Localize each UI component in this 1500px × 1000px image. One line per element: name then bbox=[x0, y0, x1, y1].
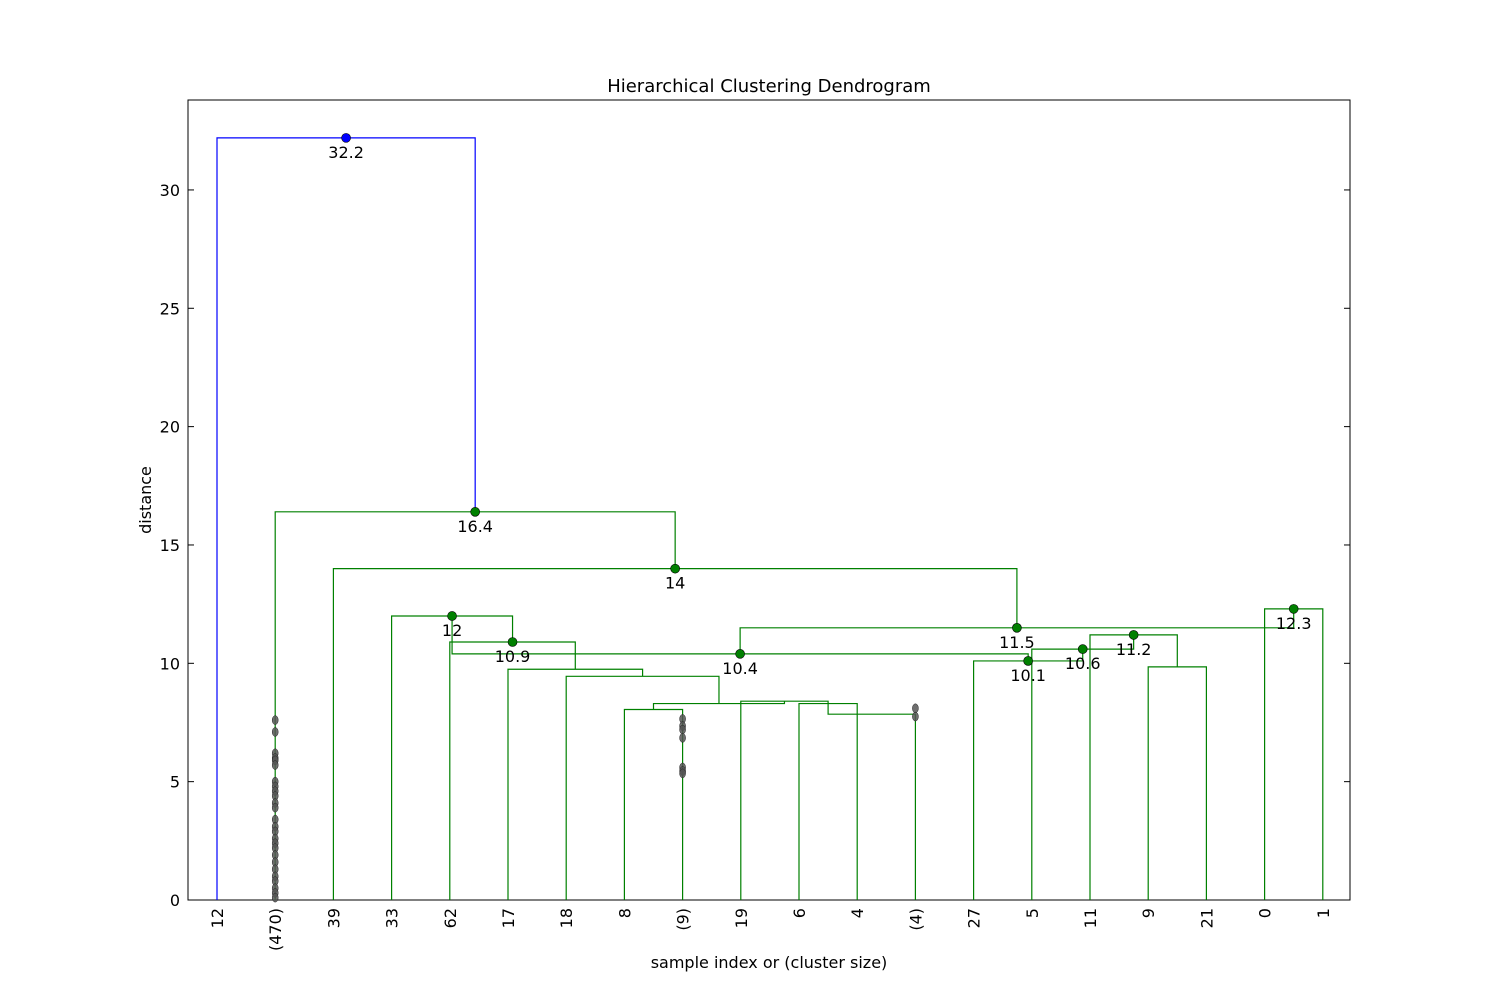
merge-distance-label: 10.9 bbox=[495, 647, 531, 666]
x-leaf-label: 11 bbox=[1081, 908, 1100, 928]
truncated-sample-marker bbox=[679, 724, 686, 735]
plot-frame bbox=[187, 99, 1351, 901]
dendrogram-link bbox=[973, 649, 1084, 900]
x-leaf-label: 9 bbox=[1139, 908, 1158, 918]
merge-distance-label: 16.4 bbox=[457, 517, 493, 536]
dendrogram-link bbox=[216, 137, 476, 900]
dendrogram-link bbox=[449, 641, 576, 900]
merge-node-marker bbox=[1288, 604, 1299, 614]
merge-node-marker bbox=[735, 649, 745, 659]
y-tick-label: 15 bbox=[160, 536, 180, 555]
x-leaf-label: 8 bbox=[615, 908, 634, 918]
merge-distance-label: 10.4 bbox=[722, 659, 758, 678]
x-leaf-label: 1 bbox=[1314, 908, 1333, 918]
truncated-sample-marker bbox=[271, 802, 279, 813]
merge-node-marker bbox=[507, 637, 518, 647]
merge-distance-label: 10.1 bbox=[1010, 666, 1046, 685]
merge-distance-label: 10.6 bbox=[1065, 654, 1101, 673]
merge-distance-label: 12 bbox=[442, 621, 462, 640]
merge-distance-label: 11.2 bbox=[1116, 640, 1152, 659]
truncated-sample-marker bbox=[679, 733, 686, 743]
node-markers-layer: 10.9 12 11.2 10.6 10.1 10.4 12.3 11.5 14 16.4 32.2 bbox=[328, 133, 1312, 685]
truncated-sample-marker bbox=[271, 892, 279, 903]
x-leaf-label: 0 bbox=[1256, 908, 1275, 918]
truncated-sample-marker bbox=[271, 760, 279, 770]
x-leaf-label: 27 bbox=[965, 908, 984, 928]
chart-title: Hierarchical Clustering Dendrogram bbox=[607, 76, 931, 97]
links-layer bbox=[216, 137, 1324, 900]
x-leaf-label: 6 bbox=[790, 908, 809, 918]
truncated-sample-marker bbox=[271, 727, 279, 737]
y-axis-label: distance bbox=[136, 466, 155, 534]
x-leaf-label: 18 bbox=[557, 908, 576, 928]
merge-distance-label: 14 bbox=[665, 574, 685, 593]
y-tick-label: 25 bbox=[160, 299, 180, 318]
x-leaf-label: (470) bbox=[266, 908, 285, 951]
dendrogram-link bbox=[798, 702, 858, 900]
dendrogram-link bbox=[623, 708, 684, 900]
dendrogram-link bbox=[507, 668, 644, 900]
merge-node-marker bbox=[1128, 630, 1139, 640]
truncated-points-layer bbox=[271, 703, 919, 903]
y-tick-label: 0 bbox=[170, 891, 180, 910]
dendrogram-link bbox=[1089, 634, 1178, 900]
x-leaf-label: 21 bbox=[1197, 908, 1216, 928]
dendrogram-link bbox=[1147, 666, 1207, 900]
x-leaf-label: 5 bbox=[1023, 908, 1042, 918]
dendrogram-link bbox=[740, 700, 829, 900]
dendrogram-link bbox=[1031, 634, 1135, 900]
x-axis: 12 (470) 39 33 62 17 18 8 (9) 19 6 4 (4) 27 5 11 9 21 0 1 bbox=[208, 908, 1333, 951]
merge-node-marker bbox=[470, 507, 480, 517]
truncated-sample-marker bbox=[912, 711, 919, 722]
x-leaf-label: 17 bbox=[499, 908, 518, 928]
x-leaf-label: (9) bbox=[674, 908, 693, 931]
dendrogram-link bbox=[827, 703, 916, 900]
merge-distance-label: 32.2 bbox=[328, 143, 364, 162]
y-tick-label: 20 bbox=[160, 418, 180, 437]
x-leaf-label: (4) bbox=[906, 908, 925, 931]
y-tick-label: 5 bbox=[170, 773, 180, 792]
dendrogram-link bbox=[274, 511, 676, 900]
y-tick-label: 10 bbox=[160, 654, 180, 673]
truncated-sample-marker bbox=[271, 715, 279, 725]
x-leaf-label: 19 bbox=[732, 908, 751, 928]
merge-node-marker bbox=[341, 133, 351, 143]
merge-node-marker bbox=[1012, 623, 1022, 633]
y-axis: 0 5 10 15 20 25 30 bbox=[160, 181, 1350, 910]
x-axis-label: sample index or (cluster size) bbox=[651, 953, 888, 972]
x-leaf-label: 62 bbox=[441, 908, 460, 928]
merge-node-marker bbox=[670, 563, 680, 574]
dendrogram-link bbox=[1264, 608, 1324, 900]
x-leaf-label: 4 bbox=[848, 908, 867, 918]
x-leaf-label: 12 bbox=[208, 908, 227, 928]
truncated-sample-marker bbox=[912, 703, 919, 714]
truncated-sample-marker bbox=[679, 768, 686, 779]
y-tick-label: 30 bbox=[160, 181, 180, 200]
merge-node-marker bbox=[1023, 656, 1033, 666]
merge-distance-label: 11.5 bbox=[999, 633, 1035, 652]
merge-distance-label: 12.3 bbox=[1276, 614, 1312, 633]
merge-node-marker bbox=[447, 611, 457, 621]
dendrogram-link bbox=[332, 568, 1018, 900]
x-leaf-label: 39 bbox=[324, 908, 343, 928]
x-leaf-label: 33 bbox=[383, 908, 402, 928]
merge-node-marker bbox=[1077, 644, 1088, 654]
